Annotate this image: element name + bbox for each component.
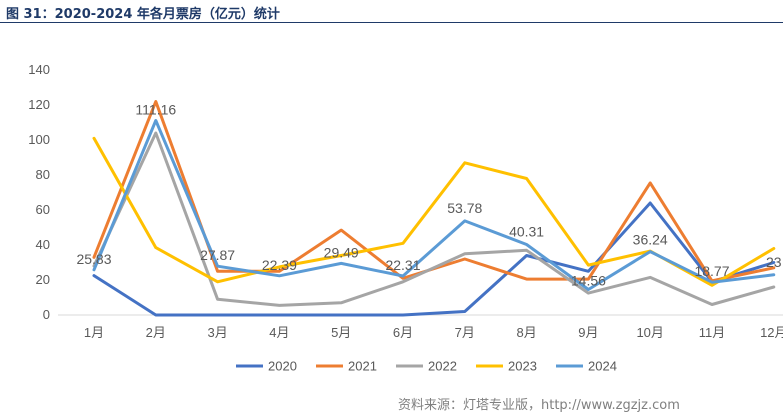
data-label-2024: 36.24 [633, 232, 668, 248]
data-label-2024: 111.16 [135, 101, 176, 117]
y-tick-label: 80 [36, 167, 50, 182]
y-tick-label: 40 [36, 237, 50, 252]
x-tick-label: 12月 [760, 325, 783, 340]
x-tick-label: 9月 [578, 325, 598, 340]
x-tick-label: 2月 [146, 325, 166, 340]
series-line-2021 [92, 100, 776, 283]
y-tick-label: 100 [28, 132, 50, 147]
y-tick-label: 140 [28, 62, 50, 77]
legend-label-2023: 2023 [508, 359, 537, 374]
data-label-2024: 25.83 [76, 251, 111, 267]
series-line-2024 [92, 119, 776, 291]
y-tick-label: 120 [28, 97, 50, 112]
x-tick-label: 10月 [636, 325, 663, 340]
x-tick-label: 4月 [269, 325, 289, 340]
x-tick-label: 1月 [84, 325, 104, 340]
data-label-2024: 22.39 [262, 257, 297, 273]
data-label-2024: 40.31 [509, 223, 544, 239]
x-tick-label: 5月 [331, 325, 351, 340]
legend-label-2020: 2020 [268, 359, 297, 374]
legend-label-2024: 2024 [588, 359, 617, 374]
y-tick-label: 20 [36, 272, 50, 287]
legend-label-2022: 2022 [428, 359, 457, 374]
legend-label-2021: 2021 [348, 359, 377, 374]
x-tick-label: 8月 [516, 325, 536, 340]
x-tick-label: 11月 [699, 325, 726, 340]
series-line-2022 [92, 131, 776, 307]
data-label-2024: 22.31 [385, 257, 420, 273]
data-label-2024: 27.87 [200, 247, 235, 263]
x-tick-label: 3月 [207, 325, 227, 340]
data-label-2024: 18.77 [694, 263, 729, 279]
figure-title: 图 31：2020-2024 年各月票房（亿元）统计 [6, 7, 280, 22]
source-note: 资料来源：灯塔专业版，http://www.zgzjz.com [398, 398, 680, 413]
data-label-2024: 23 [766, 254, 782, 270]
y-tick-label: 60 [36, 202, 50, 217]
x-tick-label: 6月 [393, 325, 413, 340]
title-divider [0, 22, 783, 23]
data-label-2024: 14.56 [571, 273, 606, 289]
x-tick-label: 7月 [455, 325, 475, 340]
data-label-2024: 29.49 [324, 244, 359, 260]
series-line-2020 [92, 201, 776, 317]
y-tick-label: 0 [43, 307, 50, 322]
data-label-2024: 53.78 [447, 200, 482, 216]
